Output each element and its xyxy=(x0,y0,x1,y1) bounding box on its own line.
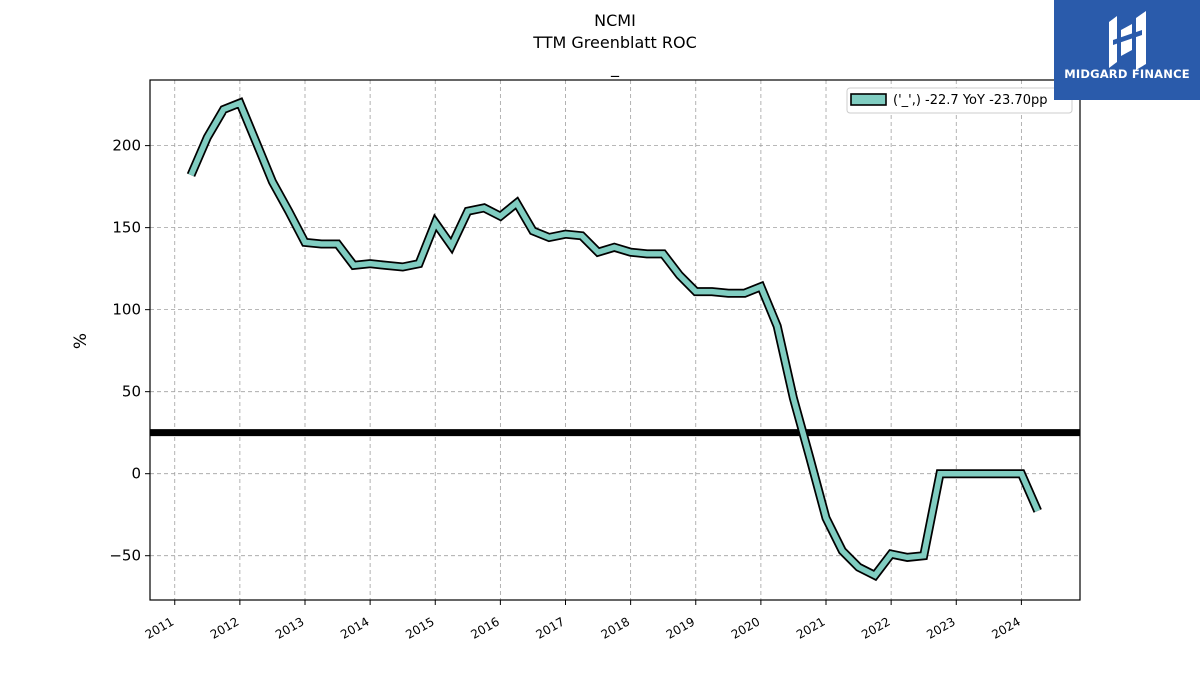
y-tick-label: −50 xyxy=(109,547,141,565)
x-tick-label: 2017 xyxy=(534,614,567,641)
x-tick-label: 2019 xyxy=(664,614,697,641)
x-tick-label: 2012 xyxy=(208,614,241,641)
logo-mark-icon xyxy=(1109,11,1146,70)
series-line-outline xyxy=(186,97,1042,582)
chart-title-ticker: NCMI xyxy=(594,11,636,30)
legend-swatch xyxy=(850,93,887,106)
series-line xyxy=(188,99,1041,579)
x-tick-label: 2022 xyxy=(859,614,892,641)
x-tick-label: 2018 xyxy=(599,614,632,641)
x-axis-ticks: 2011 2012 2013 2014 2015 2016 2017 2018 2019 2020… xyxy=(143,600,1023,642)
x-tick-label: 2013 xyxy=(273,614,306,641)
x-tick-label: 2023 xyxy=(924,614,957,641)
y-tick-label: 200 xyxy=(112,137,141,155)
x-tick-label: 2024 xyxy=(989,614,1022,641)
y-axis-label: % xyxy=(71,333,91,349)
x-tick-label: 2014 xyxy=(338,614,371,641)
brand-logo: MIDGARD FINANCE xyxy=(1054,0,1200,100)
legend: ('_',) -22.7 YoY -23.70pp xyxy=(846,87,1073,114)
x-tick-label: 2021 xyxy=(794,614,827,641)
x-tick-label: 2020 xyxy=(729,614,762,641)
y-axis-ticks: −50 0 50 100 150 200 xyxy=(109,137,150,565)
y-tick-label: 0 xyxy=(131,465,141,483)
chart-subtitle: _ xyxy=(611,58,619,77)
x-tick-label: 2015 xyxy=(403,614,436,641)
y-tick-label: 50 xyxy=(122,383,141,401)
chart-title-metric: TTM Greenblatt ROC xyxy=(533,33,697,52)
series-group xyxy=(186,97,1042,582)
x-tick-label: 2011 xyxy=(143,614,176,641)
plot-frame xyxy=(149,79,1081,601)
legend-box xyxy=(846,87,1073,114)
legend-label: ('_',) -22.7 YoY -23.70pp xyxy=(893,93,1047,108)
x-tick-label: 2016 xyxy=(468,614,501,641)
y-tick-label: 100 xyxy=(112,301,141,319)
grid-lines xyxy=(150,80,1080,600)
brand-name: MIDGARD FINANCE xyxy=(1064,67,1190,81)
y-tick-label: 150 xyxy=(112,219,141,237)
